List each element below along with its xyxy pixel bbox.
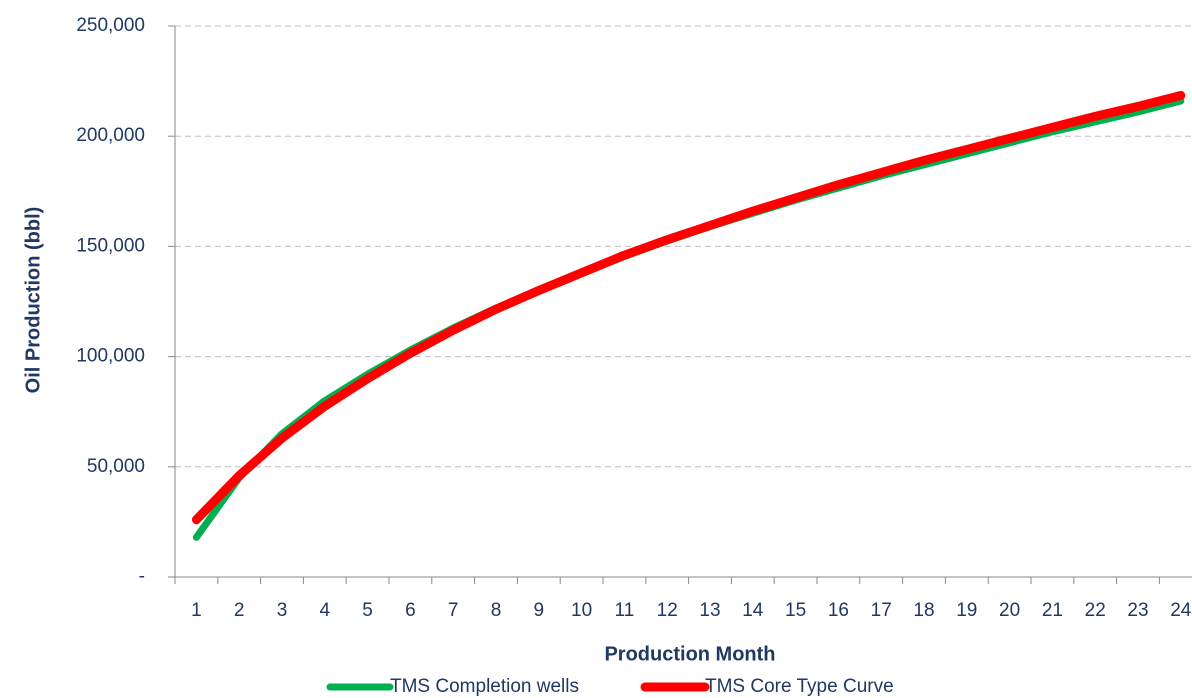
x-tick-label: 5 (362, 600, 373, 621)
x-tick-label: 4 (320, 600, 331, 621)
legend-label: TMS Completion wells (390, 676, 579, 697)
x-tick-label: 15 (785, 600, 806, 621)
x-tick-label: 22 (1085, 600, 1106, 621)
x-tick-label: 12 (657, 600, 678, 621)
x-tick-label: 20 (999, 600, 1020, 621)
y-tick-label: 200,000 (76, 125, 145, 146)
x-tick-label: 19 (956, 600, 977, 621)
x-tick-label: 24 (1170, 600, 1192, 621)
y-tick-label: 250,000 (76, 15, 145, 36)
x-tick-label: 14 (742, 600, 764, 621)
y-tick-label: 150,000 (76, 235, 145, 256)
legend-label: TMS Core Type Curve (705, 676, 894, 697)
x-tick-label: 3 (277, 600, 288, 621)
y-tick-label: - (139, 566, 145, 587)
series-line (191, 90, 1186, 525)
x-tick-label: 6 (405, 600, 416, 621)
x-tick-label: 23 (1127, 600, 1148, 621)
x-tick-label: 2 (234, 600, 245, 621)
y-tick-label: 100,000 (76, 346, 145, 367)
x-tick-label: 18 (913, 600, 934, 621)
y-axis-title: Oil Production (bbl) (22, 207, 44, 394)
x-tick-label: 13 (699, 600, 720, 621)
x-tick-label: 11 (615, 600, 635, 621)
x-tick-label: 8 (491, 600, 502, 621)
x-axis-title: Production Month (604, 643, 775, 665)
x-tick-label: 21 (1042, 600, 1063, 621)
y-tick-label: 50,000 (87, 456, 145, 477)
x-tick-label: 10 (571, 600, 592, 621)
x-tick-label: 9 (534, 600, 545, 621)
series-line (192, 97, 1185, 541)
x-tick-label: 1 (191, 600, 202, 621)
x-tick-label: 7 (448, 600, 459, 621)
x-tick-label: 17 (871, 600, 892, 621)
x-tick-label: 16 (828, 600, 849, 621)
